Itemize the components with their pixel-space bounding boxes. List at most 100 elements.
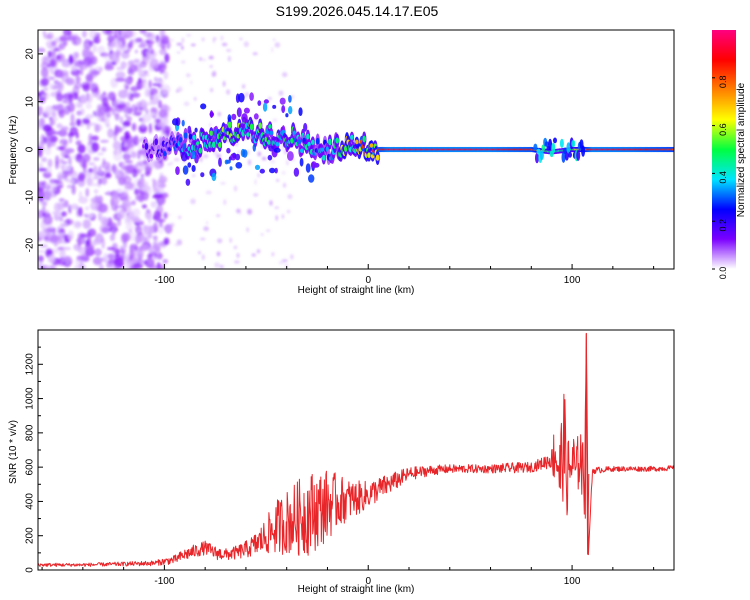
noise-blob <box>131 122 137 132</box>
noise-blob <box>101 161 111 169</box>
noise-blob <box>85 93 93 104</box>
ridge-branch <box>281 105 286 114</box>
noise-blob <box>94 123 100 133</box>
noise-blob <box>176 42 183 46</box>
noise-blob <box>47 158 53 168</box>
ridge-branch <box>236 107 242 118</box>
disturbance-blob <box>561 151 566 163</box>
noise-blob <box>56 123 63 129</box>
noise-blob <box>81 48 89 59</box>
noise-blob <box>156 122 165 128</box>
noise-blob <box>81 236 86 245</box>
ridge-core <box>192 134 196 140</box>
noise-blob <box>131 257 139 264</box>
ridge-branch <box>249 92 254 101</box>
noise-blob <box>239 212 242 215</box>
ridge-branch <box>310 161 317 169</box>
noise-blob <box>112 248 122 254</box>
noise-blob <box>281 170 286 175</box>
noise-blob <box>126 78 132 86</box>
noise-blob <box>114 112 120 121</box>
noise-blob <box>152 179 157 190</box>
noise-blob <box>163 237 170 245</box>
noise-blob <box>146 208 151 214</box>
noise-blob <box>49 57 58 68</box>
noise-blob <box>81 253 89 262</box>
noise-blob <box>103 116 110 126</box>
ridge-core <box>362 135 367 143</box>
ridge-branch <box>257 100 262 106</box>
noise-blob <box>81 159 88 169</box>
noise-blob <box>142 103 148 112</box>
noise-blob <box>113 30 122 39</box>
noise-blob <box>57 70 64 78</box>
noise-blob <box>84 206 90 211</box>
disturbance-blob <box>533 143 538 151</box>
noise-blob <box>68 204 72 214</box>
noise-blob <box>44 147 52 156</box>
noise-blob <box>103 252 108 261</box>
noise-blob <box>203 154 209 159</box>
spectrogram-ytick-label: 20 <box>25 48 36 60</box>
noise-blob <box>124 160 133 164</box>
noise-blob <box>98 107 107 115</box>
noise-blob <box>97 95 102 101</box>
colorbar-tick-label: 0.8 <box>718 76 728 89</box>
noise-blob <box>85 114 94 119</box>
noise-blob <box>122 146 130 150</box>
noise-blob <box>63 154 70 159</box>
noise-blob <box>101 227 109 233</box>
noise-blob <box>209 65 213 68</box>
noise-blob <box>220 35 224 41</box>
noise-blob <box>102 52 112 61</box>
noise-blob <box>278 260 284 265</box>
ridge-core <box>315 137 320 145</box>
ridge-core <box>275 141 280 147</box>
noise-blob <box>92 256 103 266</box>
ridge-core <box>183 132 188 139</box>
ridge-branch <box>218 157 222 167</box>
ridge-branch <box>308 174 315 183</box>
noise-blob <box>107 45 113 51</box>
noise-blob <box>68 136 73 144</box>
ridge-branch <box>242 149 248 158</box>
noise-blob <box>138 79 146 83</box>
noise-blob <box>51 117 58 121</box>
noise-blob <box>115 77 126 82</box>
noise-blob <box>78 190 83 200</box>
noise-blob <box>198 251 201 255</box>
noise-blob <box>39 140 45 150</box>
noise-blob <box>49 83 54 90</box>
noise-blob <box>290 254 294 260</box>
noise-blob <box>73 265 84 269</box>
disturbance-blob <box>548 138 553 151</box>
noise-blob <box>129 265 138 269</box>
noise-blob <box>202 254 205 261</box>
noise-blob <box>114 41 123 49</box>
noise-blob <box>205 190 212 195</box>
colorbar-bar <box>712 30 736 269</box>
noise-blob <box>90 70 101 76</box>
noise-blob <box>61 202 65 208</box>
noise-blob <box>55 182 64 188</box>
noise-blob <box>142 113 152 123</box>
noise-blob <box>118 208 126 219</box>
noise-blob <box>73 53 79 60</box>
noise-blob <box>183 101 190 107</box>
noise-blob <box>227 55 231 62</box>
noise-blob <box>155 218 166 223</box>
noise-blob <box>93 175 100 180</box>
noise-blob <box>115 71 126 79</box>
noise-blob <box>85 187 90 197</box>
noise-blob <box>178 215 182 220</box>
noise-blob <box>88 168 94 173</box>
noise-blob <box>62 246 71 251</box>
noise-blob <box>63 255 72 263</box>
noise-blob <box>47 50 53 58</box>
noise-blob <box>201 37 205 42</box>
noise-blob <box>138 124 148 134</box>
noise-blob <box>131 38 139 44</box>
noise-blob <box>60 148 65 159</box>
noise-blob <box>145 258 155 268</box>
